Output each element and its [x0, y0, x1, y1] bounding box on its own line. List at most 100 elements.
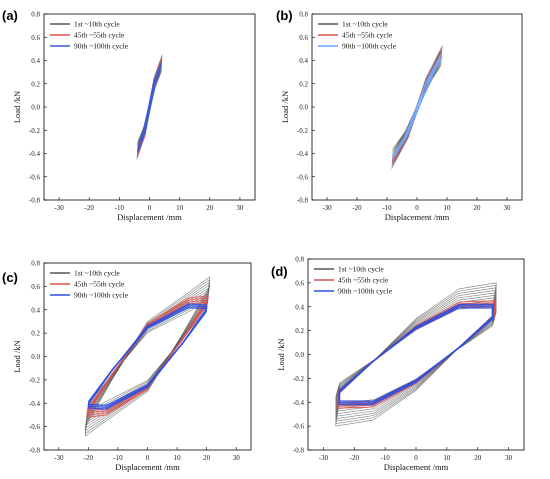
series-2-loop	[337, 301, 494, 408]
x-tick-label: 10	[176, 204, 184, 212]
y-tick-label: 0.2	[31, 80, 40, 88]
x-axis-label: Displacement /mm	[384, 462, 449, 472]
x-tick-label: 30	[505, 454, 513, 462]
x-tick-label: -10	[113, 454, 123, 462]
legend-label: 90th ~100th cycle	[338, 287, 393, 296]
series-3-loop	[339, 306, 493, 403]
series-2-loop	[87, 296, 208, 418]
x-tick-label: 20	[474, 204, 482, 212]
y-tick-label: -0.4	[293, 399, 305, 407]
y-tick-label: 0.6	[31, 283, 40, 291]
series-1-loop	[85, 277, 209, 436]
y-tick-label: 0.8	[299, 11, 308, 19]
y-tick-label: -0.8	[29, 447, 41, 455]
y-tick-label: 0.6	[295, 279, 304, 287]
series-1-loop	[86, 280, 210, 433]
y-tick-label: -0.6	[293, 423, 305, 431]
y-tick-label: -0.6	[29, 173, 41, 181]
y-tick-label: 0.4	[31, 306, 40, 314]
series-2-loop	[338, 305, 494, 405]
panel-b: (b) -0.8 -0.6 -0.4 -0.2 0.0 0.2 0.4 0.6 0.8 -30 -20…	[276, 8, 522, 222]
series-1-loop	[339, 300, 494, 408]
x-tick-label: -30	[54, 454, 64, 462]
y-tick-label: 0.8	[295, 256, 304, 264]
series-3-loop	[138, 66, 161, 148]
x-tick-label: 0	[415, 204, 419, 212]
series-3-loop	[89, 306, 207, 408]
series-2-loop	[87, 298, 208, 415]
series-1-loop	[338, 298, 494, 411]
legend-label: 45th ~55th cycle	[338, 276, 389, 285]
legend-label: 90th ~100th cycle	[74, 291, 129, 300]
series-1-loop	[88, 299, 207, 413]
panel-d: (d) -0.8 -0.6 -0.4 -0.2 0.0 0.2 0.4 0.6 0.8 -30 -20…	[271, 256, 524, 473]
y-tick-label: 0.4	[299, 57, 308, 65]
y-tick-label: -0.6	[297, 173, 309, 181]
y-tick-label: -0.2	[29, 127, 41, 135]
series-1-loop	[338, 295, 494, 413]
x-tick-label: 0	[148, 204, 152, 212]
y-tick-label: -0.2	[29, 376, 41, 384]
y-tick-label: 0.8	[31, 260, 40, 268]
x-tick-label: -20	[352, 204, 362, 212]
x-tick-label: 10	[174, 454, 182, 462]
series-1-loop	[87, 291, 208, 422]
legend-label: 90th ~100th cycle	[74, 42, 129, 51]
x-tick-label: -20	[84, 454, 94, 462]
y-tick-label: 0.4	[295, 303, 304, 311]
panel-a: (a) -0.8 -0.6 -0.4 -0.2 0.0 0.2 0.4 0.6 0.8 -30 -20…	[2, 8, 255, 222]
series-3-loop	[340, 308, 493, 401]
y-tick-label: 0.2	[299, 80, 308, 88]
series-3-loop	[89, 308, 206, 406]
series-3-loop	[88, 304, 206, 409]
y-tick-label: -0.4	[29, 150, 41, 158]
y-tick-label: -0.2	[297, 127, 309, 135]
series-2-loop	[338, 303, 495, 407]
panel-label: (b)	[276, 8, 293, 23]
y-tick-label: 0.2	[31, 330, 40, 338]
x-tick-label: 30	[233, 454, 241, 462]
x-tick-label: 0	[414, 454, 418, 462]
x-tick-label: -10	[380, 454, 390, 462]
legend-label: 90th ~100th cycle	[342, 42, 397, 51]
series-2-loop	[88, 302, 207, 411]
x-tick-label: -30	[319, 454, 329, 462]
legend-label: 45th ~55th cycle	[74, 280, 125, 289]
y-tick-label: -0.8	[293, 447, 305, 455]
x-axis-label: Displacement /mm	[115, 462, 180, 472]
y-axis-label: Load /kN	[12, 91, 22, 123]
y-tick-label: -0.4	[297, 150, 309, 158]
x-tick-label: -10	[382, 204, 392, 212]
x-tick-label: 0	[146, 454, 150, 462]
y-axis-label: Load /kN	[276, 338, 286, 370]
y-axis-label: Load /kN	[12, 340, 22, 372]
x-tick-label: -20	[350, 454, 360, 462]
y-tick-label: 0.6	[31, 34, 40, 42]
x-tick-label: -30	[54, 204, 64, 212]
y-tick-label: 0.6	[299, 34, 308, 42]
legend-label: 45th ~55th cycle	[74, 31, 125, 40]
panel-c: (c)-0.8-0.6-0.4-0.20.00.20.40.60.8-30 -20…	[2, 260, 251, 473]
y-tick-label: -0.2	[293, 375, 305, 383]
panel-label: (a)	[2, 8, 18, 23]
y-tick-label: -0.8	[29, 197, 41, 205]
x-tick-label: -10	[115, 204, 125, 212]
legend-label: 1st ~10th cycle	[342, 20, 388, 29]
y-tick-label: -0.4	[29, 400, 41, 408]
y-tick-label: 0.4	[31, 57, 40, 65]
legend-label: 1st ~10th cycle	[74, 269, 120, 278]
x-axis-label: Displacement /mm	[117, 212, 182, 222]
x-tick-label: 20	[474, 454, 482, 462]
panel-label: (d)	[271, 264, 288, 279]
y-tick-label: 0.0	[31, 104, 40, 112]
series-2-loop	[88, 300, 208, 413]
x-tick-label: 10	[443, 454, 451, 462]
y-tick-label: 0.0	[299, 104, 308, 112]
series-1-loop	[87, 294, 207, 420]
legend-label: 1st ~10th cycle	[74, 20, 120, 29]
y-axis-label: Load /kN	[280, 91, 290, 123]
y-tick-label: 0.0	[31, 353, 40, 361]
x-tick-label: -30	[322, 204, 332, 212]
y-tick-label: 0.8	[31, 11, 40, 19]
